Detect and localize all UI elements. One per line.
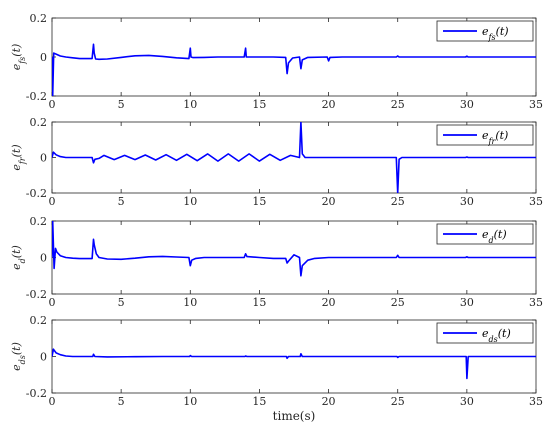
y-tick-label: 0	[40, 51, 47, 64]
x-tick-label: 30	[460, 395, 474, 408]
legend-label: efs(t)	[482, 25, 509, 42]
x-tick-label: 30	[460, 98, 474, 111]
y-axis-label: efs(t)	[10, 44, 27, 71]
x-tick-label: 30	[460, 296, 474, 309]
x-tick-label: 15	[252, 98, 266, 111]
x-tick-label: 35	[529, 296, 543, 309]
y-tick-label: 0	[40, 152, 47, 165]
y-axis-label: efr(t)	[10, 144, 27, 170]
x-tick-label: 15	[252, 296, 266, 309]
series-line-1	[52, 221, 536, 277]
x-tick-label: 15	[252, 395, 266, 408]
x-tick-label: 25	[391, 395, 405, 408]
y-tick-label: -0.2	[26, 387, 47, 400]
x-tick-label: 25	[391, 296, 405, 309]
x-tick-label: 20	[322, 296, 336, 309]
x-tick-label: 30	[460, 195, 474, 208]
legend-label: efr(t)	[482, 129, 508, 146]
x-tick-label: 0	[49, 296, 56, 309]
x-tick-label: 35	[529, 395, 543, 408]
y-tick-label: 0.2	[30, 314, 48, 327]
y-tick-label: -0.2	[26, 187, 47, 200]
x-tick-label: 0	[49, 98, 56, 111]
x-tick-label: 35	[529, 98, 543, 111]
panel-3: 0 5 10 15 20 25 30 35-0.200.2ed(t)ed(t)	[10, 215, 543, 309]
legend-box	[436, 20, 534, 42]
x-tick-label: 5	[118, 98, 125, 111]
x-tick-label: 25	[391, 195, 405, 208]
x-axis-label: time(s)	[273, 409, 316, 423]
y-tick-label: 0	[40, 351, 47, 364]
x-tick-label: 5	[118, 395, 125, 408]
x-tick-label: 10	[183, 195, 197, 208]
series-line-1	[52, 348, 536, 380]
x-tick-label: 35	[529, 195, 543, 208]
y-axis-label: ed(t)	[10, 245, 27, 270]
legend-box	[436, 124, 534, 146]
legend-box	[436, 322, 534, 344]
x-tick-label: 5	[118, 296, 125, 309]
x-tick-label: 20	[322, 195, 336, 208]
series-line-1	[52, 43, 536, 96]
x-tick-label: 5	[118, 195, 125, 208]
series-line-1	[52, 122, 536, 193]
x-tick-label: 0	[49, 395, 56, 408]
x-tick-label: 20	[322, 395, 336, 408]
legend-label: ed(t)	[482, 228, 507, 245]
y-tick-label: 0	[40, 252, 47, 265]
panel-4: 0 5 10 15 20 25 30 35-0.200.2eds(t)eds(t)time(s…	[10, 314, 543, 423]
x-tick-label: 25	[391, 98, 405, 111]
legend-label: eds(t)	[482, 327, 511, 344]
x-tick-label: 15	[252, 195, 266, 208]
x-tick-label: 10	[183, 98, 197, 111]
x-tick-label: 10	[183, 296, 197, 309]
y-tick-label: 0.2	[30, 215, 48, 228]
y-axis-label: eds(t)	[10, 342, 27, 371]
x-tick-label: 20	[322, 98, 336, 111]
y-tick-label: 0.2	[30, 12, 48, 25]
y-tick-label: -0.2	[26, 90, 47, 103]
x-tick-label: 10	[183, 395, 197, 408]
y-tick-label: 0.2	[30, 116, 48, 129]
y-tick-label: -0.2	[26, 288, 47, 301]
x-tick-label: 0	[49, 195, 56, 208]
legend-box	[436, 223, 534, 245]
